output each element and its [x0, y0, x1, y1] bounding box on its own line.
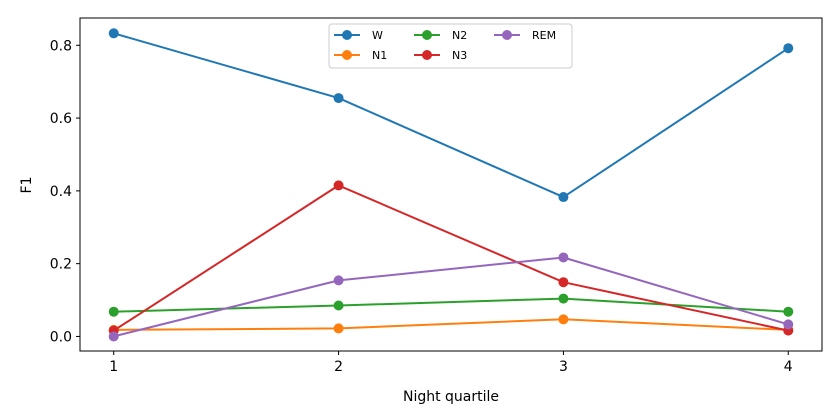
series-line: [113, 32, 789, 199]
legend-label: W: [372, 29, 383, 42]
y-tick-label: 0.6: [50, 111, 72, 127]
y-tick-label: 0.2: [50, 257, 72, 273]
legend-label: N2: [452, 29, 467, 42]
legend-label: N3: [452, 49, 467, 62]
data-point: [333, 300, 344, 311]
x-tick-label: 4: [784, 359, 793, 375]
data-point: [783, 306, 794, 317]
legend-item-n1: N1: [334, 49, 387, 62]
data-point: [558, 277, 569, 288]
data-point: [333, 180, 344, 191]
legend-swatch-marker: [342, 30, 352, 40]
data-point: [783, 319, 794, 330]
data-point: [108, 28, 119, 39]
data-point: [333, 323, 344, 334]
series-w: [108, 28, 794, 203]
series-line: [113, 256, 789, 338]
x-tick-label: 2: [334, 359, 343, 375]
y-tick-label: 0.8: [50, 38, 72, 54]
data-point: [108, 306, 119, 317]
legend-swatch-marker: [422, 50, 432, 60]
legend-label: N1: [372, 49, 387, 62]
data-point: [558, 192, 569, 203]
y-axis-ticks: 0.0 0.2 0.4 0.6 0.8: [50, 38, 80, 345]
data-point: [558, 314, 569, 325]
legend-swatch-marker: [342, 50, 352, 60]
legend-item-n3: N3: [414, 49, 467, 62]
x-tick-label: 1: [109, 359, 118, 375]
plot-frame: [79, 17, 823, 352]
legend-item-w: W: [334, 29, 383, 42]
y-axis-title: F1: [19, 177, 35, 194]
x-tick-label: 3: [559, 359, 568, 375]
legend: W N1 N2 N3 REM: [328, 23, 573, 69]
legend-swatch-marker: [502, 30, 512, 40]
series-rem: [108, 252, 794, 342]
y-tick-label: 0.0: [50, 329, 72, 345]
series-layer: [108, 28, 794, 342]
legend-item-n2: N2: [414, 29, 467, 42]
legend-label: REM: [532, 29, 556, 42]
series-n1: [108, 314, 794, 335]
data-point: [108, 331, 119, 342]
x-axis-title: Night quartile: [403, 389, 499, 405]
data-point: [333, 275, 344, 286]
legend-item-rem: REM: [494, 29, 556, 42]
data-point: [333, 93, 344, 104]
series-n2: [108, 293, 794, 317]
data-point: [558, 293, 569, 304]
x-axis-ticks: 1 2 3 4: [109, 351, 793, 375]
legend-swatch-marker: [422, 30, 432, 40]
series-line: [113, 318, 789, 331]
y-tick-label: 0.4: [50, 184, 72, 200]
data-point: [783, 43, 794, 54]
data-point: [558, 252, 569, 263]
series-line: [113, 184, 789, 332]
